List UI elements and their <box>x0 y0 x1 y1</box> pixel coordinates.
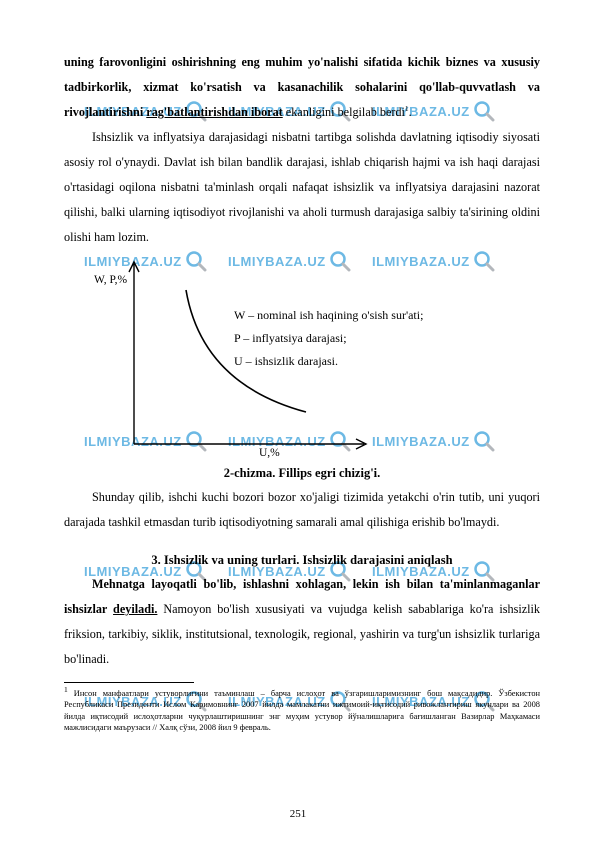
p1-rest: ekanligini belgilab berdi <box>283 105 405 119</box>
legend-u: U – ishsizlik darajasi. <box>234 350 423 373</box>
legend-p: P – inflyatsiya darajasi; <box>234 327 423 350</box>
page-number: 251 <box>0 808 596 820</box>
footnote: 1 Инсон манфаатлари устуворлигини таъмин… <box>64 685 540 733</box>
p1-end: . <box>409 105 412 119</box>
chart-legend: W – nominal ish haqining o'sish sur'ati;… <box>234 304 423 372</box>
paragraph-4: Mehnatga layoqatli bo'lib, ishlashni xoh… <box>64 572 540 672</box>
paragraph-1: uning farovonligini oshirishning eng muh… <box>64 50 540 125</box>
section-title: 3. Ishsizlik va uning turlari. Ishsizlik… <box>64 553 540 568</box>
phillips-chart: W, P,% U,% W – nominal ish haqining o'si… <box>64 254 540 464</box>
paragraph-3: Shunday qilib, ishchi kuchi bozori bozor… <box>64 485 540 535</box>
y-axis-label: W, P,% <box>94 274 127 286</box>
footnote-text: Инсон манфаатлари устуворлигини таъминла… <box>64 689 540 732</box>
footnote-separator <box>64 682 194 683</box>
legend-w: W – nominal ish haqining o'sish sur'ati; <box>234 304 423 327</box>
chart-caption: 2-chizma. Fillips egri chizig'i. <box>64 466 540 481</box>
x-axis-label: U,% <box>259 447 280 459</box>
paragraph-2: Ishsizlik va inflyatsiya darajasidagi ni… <box>64 125 540 250</box>
p2-text: Ishsizlik va inflyatsiya darajasidagi ni… <box>64 130 540 244</box>
p3-text: Shunday qilib, ishchi kuchi bozori bozor… <box>64 490 540 529</box>
